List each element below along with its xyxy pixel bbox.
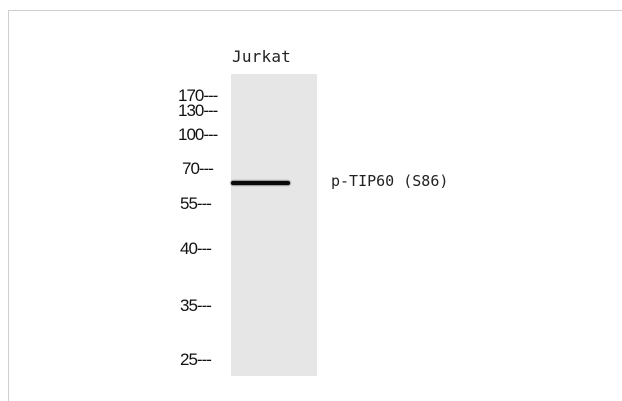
target-label: p-TIP60 (S86) (331, 172, 449, 190)
marker-130: 130--- (178, 101, 218, 120)
marker-100: 100--- (178, 125, 218, 144)
marker-35: 35--- (180, 296, 212, 315)
marker-25: 25--- (180, 350, 212, 369)
protein-band (231, 181, 290, 185)
marker-55: 55--- (180, 194, 212, 213)
lane-label: Jurkat (232, 47, 291, 66)
gel-lane (231, 74, 317, 376)
marker-40: 40--- (180, 239, 212, 258)
marker-170: 170--- (178, 86, 218, 105)
marker-70: 70--- (182, 159, 214, 178)
